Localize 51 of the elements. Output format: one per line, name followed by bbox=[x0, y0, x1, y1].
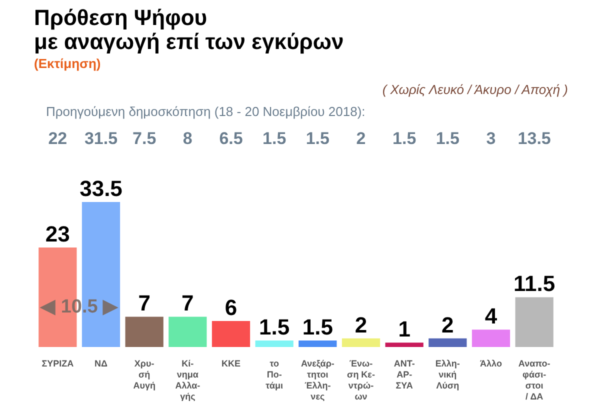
x-tick-label: ΑΝΤ- ΑΡ- ΣΥΑ bbox=[394, 358, 415, 390]
data-label: 1.5 bbox=[302, 314, 333, 340]
chart-title: Πρόθεση Ψήφου με αναγωγή επί των εγκύρων bbox=[34, 5, 344, 54]
text: 22 bbox=[48, 129, 68, 148]
text: 8 bbox=[182, 129, 192, 148]
x-tick-label: ΝΔ bbox=[94, 358, 108, 368]
text: 2 bbox=[356, 129, 366, 148]
x-tick-label: ΣΥΡΙΖΑ bbox=[42, 358, 74, 368]
data-label: 2 bbox=[442, 312, 454, 338]
data-label: 1.5 bbox=[259, 314, 290, 340]
bar bbox=[385, 342, 424, 347]
text: 6.5 bbox=[219, 129, 243, 148]
text: 13.5 bbox=[518, 129, 551, 148]
data-label: 1 bbox=[398, 316, 410, 342]
x-tick-label: το Πο- τάμι bbox=[266, 358, 284, 390]
x-tick-label: ΚΚΕ bbox=[221, 358, 241, 368]
text: 3 bbox=[486, 129, 496, 148]
data-label: 23 bbox=[45, 221, 70, 246]
x-tick-label: Χρυ- σή Αυγή bbox=[133, 358, 156, 390]
bar bbox=[428, 338, 467, 347]
annotation: ◀ 10.5 ▶ bbox=[40, 296, 120, 318]
text: 7.5 bbox=[132, 129, 156, 148]
bar bbox=[515, 297, 554, 347]
text: 31.5 bbox=[84, 129, 118, 148]
x-tick-label: Αναπο- φάσι- στοι / ΔΑ bbox=[518, 358, 550, 402]
text: 1.5 bbox=[262, 129, 286, 148]
bar bbox=[298, 340, 337, 347]
text: ( Χωρίς Λευκό / Άκυρο / Αποχή ) bbox=[382, 82, 568, 97]
text: Προηγούμενη δημοσκόπηση (18 - 20 Νοεμβρίου 2018): bbox=[46, 104, 366, 119]
text: 1.5 bbox=[436, 129, 460, 148]
data-label: 6 bbox=[224, 295, 238, 320]
bar bbox=[342, 338, 380, 347]
bar bbox=[125, 316, 164, 347]
bar bbox=[472, 330, 510, 347]
data-label: 2 bbox=[354, 312, 368, 338]
data-label: 11.5 bbox=[514, 271, 556, 296]
x-tick-label: Κί- νημα Αλλα- γής bbox=[175, 358, 200, 402]
data-label: 7 bbox=[182, 290, 194, 316]
bar bbox=[212, 321, 250, 347]
data-label: 33.5 bbox=[80, 176, 122, 201]
x-tick-label: Άλλο bbox=[480, 358, 502, 368]
x-tick-label: Ένω- ση Κε- ντρώ- ων bbox=[347, 358, 375, 402]
x-tick-label: Ελλη- νική Λύση bbox=[435, 358, 460, 390]
chart-subtitle: (Εκτίμηση) bbox=[34, 56, 101, 71]
text: 1.5 bbox=[392, 129, 416, 148]
text: 1.5 bbox=[306, 129, 330, 148]
bar bbox=[168, 316, 207, 347]
data-label: 4 bbox=[484, 304, 498, 329]
data-label: 7 bbox=[138, 290, 150, 316]
bar bbox=[255, 340, 294, 347]
x-tick-label: Ανεξάρ- τητοι Έλλη- νες bbox=[300, 358, 334, 402]
